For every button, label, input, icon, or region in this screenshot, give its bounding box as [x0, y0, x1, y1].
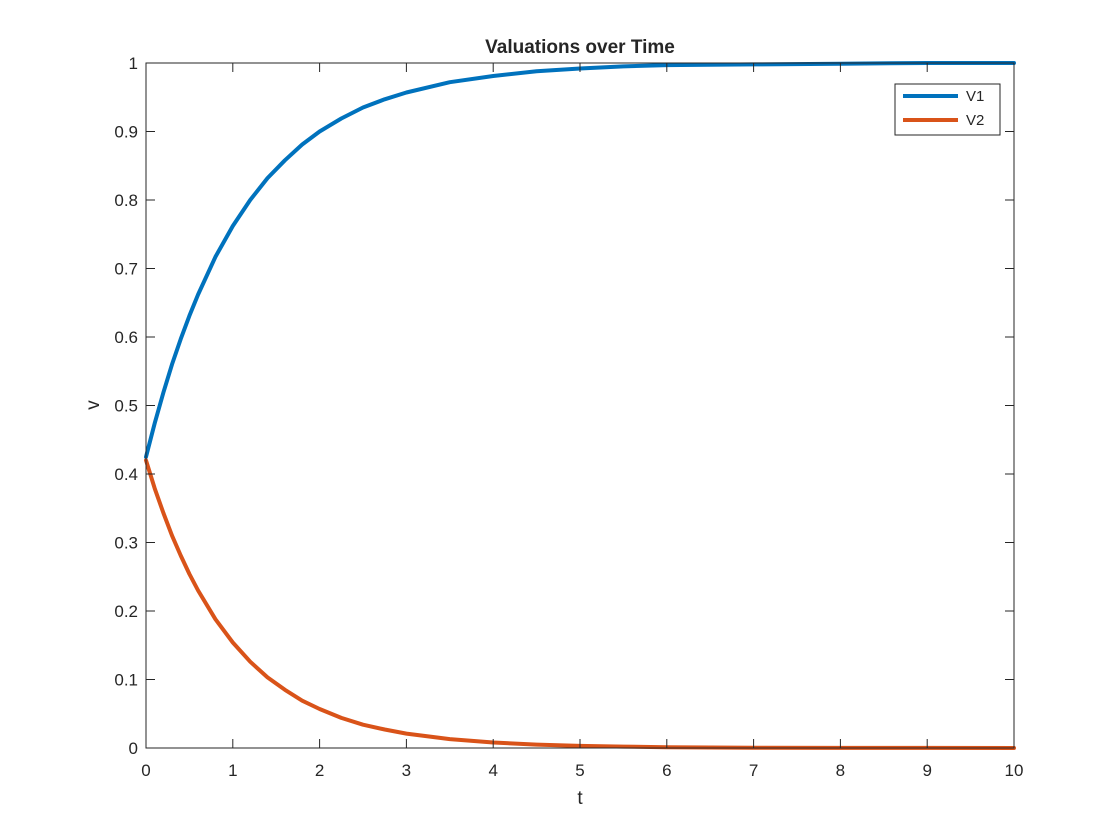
series-line-v2 — [144, 458, 1016, 750]
x-tick-label: 9 — [922, 761, 931, 780]
y-tick-label: 1 — [129, 54, 138, 73]
y-tick-label: 0.8 — [114, 191, 138, 210]
y-tick-label: 0.7 — [114, 260, 138, 279]
x-tick-label: 1 — [228, 761, 237, 780]
y-tick-label: 0.4 — [114, 465, 138, 484]
x-tick-label: 7 — [749, 761, 758, 780]
chart-title: Valuations over Time — [485, 37, 675, 58]
x-tick-label: 5 — [575, 761, 584, 780]
x-tick-label: 4 — [488, 761, 497, 780]
y-axis-label: v — [83, 400, 104, 410]
x-axis-label: t — [577, 788, 583, 809]
y-tick-label: 0.6 — [114, 328, 138, 347]
y-tick-label: 0.9 — [114, 123, 138, 142]
x-tick-label: 10 — [1005, 761, 1024, 780]
legend-box — [894, 83, 1001, 136]
series-line-v1 — [144, 61, 1016, 459]
legend-label-v1: V1 — [966, 88, 984, 105]
x-tick-label: 3 — [402, 761, 411, 780]
plot-area: 0 1 2 3 4 5 6 7 8 9 10 0 0.1 0.2 0.3 0.4 0.5 0.6 0.7 0.8 0.9… — [114, 54, 1023, 780]
legend: V1 V2 — [894, 83, 1001, 136]
x-tick-label: 0 — [141, 761, 150, 780]
x-tick-label: 2 — [315, 761, 324, 780]
legend-label-v2: V2 — [966, 112, 984, 129]
y-tick-label: 0 — [129, 739, 138, 758]
x-tick-label: 6 — [662, 761, 671, 780]
y-tick-label: 0.5 — [114, 397, 138, 416]
y-tick-label: 0.1 — [114, 671, 138, 690]
y-tick-label: 0.3 — [114, 534, 138, 553]
x-tick-label: 8 — [836, 761, 845, 780]
y-tick-label: 0.2 — [114, 602, 138, 621]
